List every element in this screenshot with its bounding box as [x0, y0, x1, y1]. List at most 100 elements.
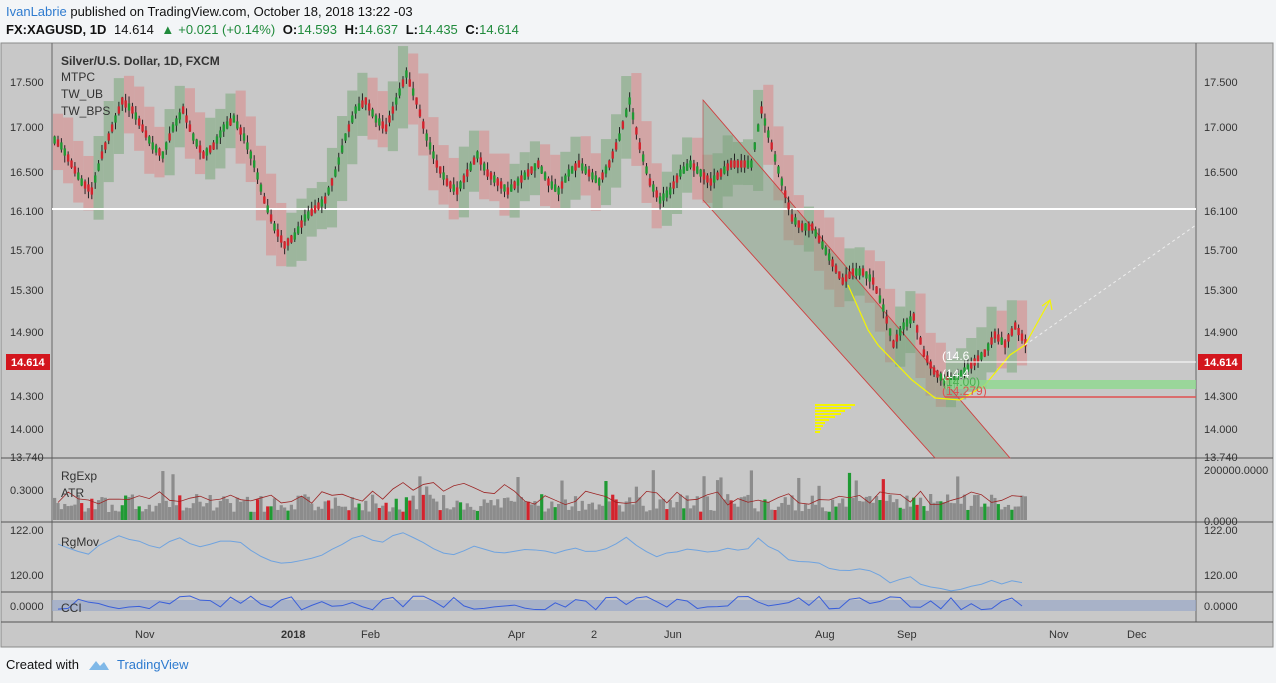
- candle-down: [381, 121, 384, 129]
- volume-bar: [188, 508, 192, 520]
- candle-down: [83, 181, 87, 189]
- candle-up: [773, 154, 777, 162]
- candle-down: [611, 151, 614, 159]
- volume-bar: [59, 509, 63, 520]
- candle-down: [107, 133, 110, 141]
- candle-up: [327, 187, 330, 195]
- volume-bar: [966, 509, 970, 520]
- candle-up: [756, 124, 760, 132]
- volume-bar: [401, 511, 405, 520]
- candle-up: [554, 184, 557, 192]
- volume-profile-bar: [815, 407, 851, 409]
- volume-bar: [164, 500, 168, 520]
- volume-bar: [780, 503, 784, 520]
- trend-box: [915, 293, 926, 379]
- volume-bar: [861, 501, 865, 520]
- x-tick: 2: [591, 629, 597, 641]
- volume-bar: [147, 504, 151, 520]
- price-tick-right: 14.300: [1204, 391, 1238, 403]
- volume-bar: [989, 494, 994, 520]
- candle-up: [175, 118, 178, 126]
- candle-up: [804, 223, 807, 231]
- candle-up: [824, 247, 828, 255]
- volume-bar: [678, 494, 682, 520]
- volume-bar: [113, 510, 118, 520]
- volume-bar: [695, 496, 699, 520]
- candle-down: [212, 142, 215, 150]
- volume-bar: [140, 511, 145, 520]
- candle-down: [838, 271, 841, 279]
- volume-bar: [587, 503, 591, 520]
- candle-down: [408, 79, 411, 87]
- candle-up: [777, 166, 780, 174]
- volume-bar: [567, 509, 571, 520]
- volume-bar: [753, 508, 757, 520]
- author-link[interactable]: IvanLabrie: [6, 4, 67, 19]
- candle-up: [178, 112, 181, 120]
- volume-bar: [526, 501, 530, 520]
- volume-bar: [310, 503, 314, 520]
- candle-up: [459, 181, 462, 189]
- volume-bar: [580, 500, 584, 520]
- candle-down: [87, 184, 90, 192]
- volume-bar: [729, 500, 733, 520]
- candle-down: [100, 151, 104, 159]
- high-value: 14.637: [358, 22, 399, 37]
- high-label: H:: [344, 22, 359, 37]
- candle-up: [80, 178, 83, 186]
- support-zone: [945, 380, 1196, 389]
- volume-bar: [715, 480, 720, 520]
- volume-bar: [895, 499, 899, 520]
- low-label: L:: [405, 22, 419, 37]
- symbol-info: FX:XAGUSD, 1D 14.614 ▲ +0.021 (+0.14%) O:…: [6, 22, 523, 37]
- volume-bar: [976, 494, 980, 520]
- trend-box: [347, 90, 358, 165]
- volume-bar: [550, 501, 554, 520]
- candle-up: [1000, 337, 1003, 345]
- candle-up: [662, 193, 665, 201]
- volume-bar: [600, 505, 605, 520]
- volume-bar: [925, 510, 929, 520]
- candle-down: [1020, 333, 1024, 341]
- candle-up: [821, 241, 824, 249]
- legend-tw-ub: TW_UB: [61, 87, 103, 101]
- volume-bar: [986, 506, 990, 520]
- volume-bar: [655, 508, 659, 520]
- candle-down: [384, 124, 388, 132]
- candle-down: [770, 142, 773, 150]
- candle-down: [185, 115, 188, 123]
- candle-up: [510, 184, 513, 192]
- volume-bar: [929, 494, 933, 520]
- volume-bar: [536, 505, 540, 520]
- candle-up: [114, 115, 117, 123]
- candle-down: [790, 214, 794, 222]
- volume-bar: [303, 494, 307, 520]
- volume-bar: [134, 508, 138, 520]
- volume-bar: [631, 504, 635, 520]
- volume-bar: [814, 504, 818, 520]
- volume-bar: [993, 497, 997, 520]
- volume-bar: [756, 511, 760, 520]
- volume-bar: [705, 496, 710, 520]
- volume-bar: [793, 510, 797, 520]
- candle-down: [635, 127, 638, 135]
- candle-down: [577, 160, 581, 168]
- candle-down: [435, 160, 439, 168]
- candle-up: [273, 223, 276, 231]
- candle-down: [895, 334, 899, 342]
- up-arrow-icon: ▲: [161, 22, 175, 37]
- tradingview-link[interactable]: TradingView: [87, 657, 189, 672]
- volume-bar: [739, 497, 743, 520]
- volume-bar: [854, 480, 858, 520]
- volume-bar: [384, 502, 388, 520]
- volume-bar: [983, 503, 987, 520]
- channel-label-2: (14.4: [942, 367, 970, 381]
- volume-bar: [519, 497, 523, 520]
- rgmov-tick: 120.00: [10, 570, 44, 582]
- volume-bar: [357, 503, 361, 520]
- candle-down: [269, 214, 273, 222]
- volume-bar: [597, 504, 601, 520]
- volume-bar: [120, 505, 124, 520]
- candle-up: [53, 136, 56, 144]
